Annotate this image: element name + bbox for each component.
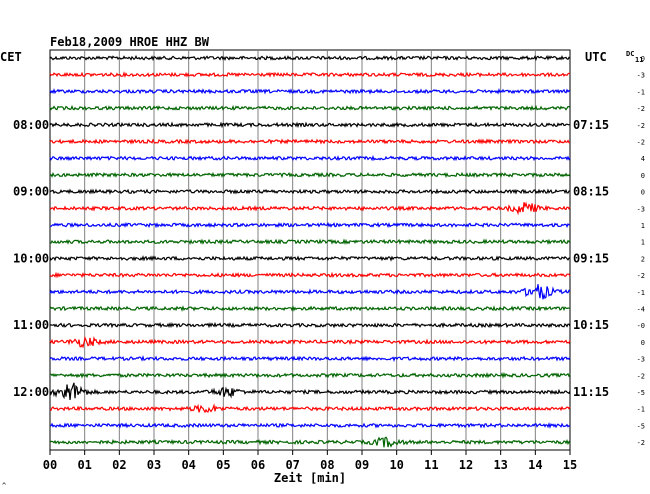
- x-tick-label: 06: [251, 458, 265, 472]
- left-hour-label: 09:00: [13, 185, 49, 199]
- x-tick-label: 09: [355, 458, 369, 472]
- dc-label: DC: [626, 50, 634, 58]
- right-hour-label: 09:15: [573, 251, 609, 265]
- trace-row-12: [49, 255, 570, 262]
- dc-offset-value: 0: [641, 172, 645, 180]
- dc-offset-value: -3: [637, 205, 645, 213]
- left-hour-label: 11:00: [13, 318, 49, 332]
- dc-top-value: 11: [635, 56, 643, 64]
- dc-offset-value: -5: [637, 389, 645, 397]
- dc-offset-value: -2: [637, 272, 645, 280]
- grid-lines: [84, 50, 536, 450]
- x-axis-label: Zeit [min]: [274, 471, 346, 485]
- dc-offset-value: -2: [637, 122, 645, 130]
- x-tick-label: 04: [181, 458, 195, 472]
- dc-offset-value: -3: [637, 72, 645, 80]
- trace-row-14: [49, 284, 571, 300]
- dc-offset-value: -2: [637, 139, 645, 147]
- trace-row-10: [50, 221, 571, 229]
- trace-row-15: [49, 305, 571, 312]
- dc-offset-value: -1: [637, 289, 645, 297]
- trace-row-6: [49, 154, 571, 162]
- plot-frame: [49, 49, 571, 451]
- right-hour-label: 07:15: [573, 118, 609, 132]
- right-hour-label: 08:15: [573, 185, 609, 199]
- dc-offset-value: 0: [641, 55, 645, 63]
- dc-offset-value: -3: [637, 356, 645, 364]
- dc-offset-value: -1: [637, 406, 645, 414]
- x-tick-label: 02: [112, 458, 126, 472]
- dc-offset-value: 1: [641, 239, 645, 247]
- trace-row-13: [49, 271, 571, 279]
- right-hour-labels: 07:15 08:15 09:15 10:15 11:15: [573, 118, 609, 399]
- dc-offset-value: -2: [637, 372, 645, 380]
- dc-offset-value: -1: [637, 88, 645, 96]
- dc-offset-value: -2: [637, 439, 645, 447]
- trace-row-3: [49, 104, 571, 112]
- trace-row-1: [49, 71, 570, 79]
- dc-offset-value: 2: [641, 255, 645, 263]
- trace-row-0: [49, 55, 571, 62]
- dc-offset-value: 0: [641, 189, 645, 197]
- left-hour-label: 12:00: [13, 385, 49, 399]
- chart-title: Feb18,2009 HROE HHZ BW: [50, 35, 210, 49]
- trace-row-17: [49, 335, 571, 349]
- x-tick-label: 15: [563, 458, 577, 472]
- x-tick-label: 13: [493, 458, 507, 472]
- right-timezone-label: UTC: [585, 50, 607, 64]
- dc-offset-value: -0: [637, 322, 645, 330]
- trace-row-7: [49, 171, 571, 179]
- trace-row-23: [49, 436, 571, 448]
- x-tick-label: 01: [77, 458, 91, 472]
- x-tick-label: 03: [147, 458, 161, 472]
- left-hour-labels: 08:00 09:00 10:00 11:00 12:00: [13, 118, 49, 399]
- x-tick-label: 00: [43, 458, 57, 472]
- x-tick-labels: 00 01 02 03 04 05 06 07 08 09 10 11 12 13 14 15: [43, 450, 577, 472]
- traces: [49, 55, 571, 448]
- dc-offset-value: 4: [641, 155, 645, 163]
- dc-offset-value: 1: [641, 222, 645, 230]
- trace-row-2: [49, 88, 571, 95]
- x-tick-label: 05: [216, 458, 230, 472]
- dc-offset-value: -4: [637, 306, 645, 314]
- trace-row-22: [49, 422, 571, 429]
- right-hour-label: 11:15: [573, 385, 609, 399]
- trace-row-4: [49, 121, 571, 129]
- dc-offset-value: 0: [641, 339, 645, 347]
- trace-row-11: [49, 238, 571, 245]
- trace-row-8: [49, 188, 571, 195]
- left-hour-label: 08:00: [13, 118, 49, 132]
- x-tick-label: 07: [285, 458, 299, 472]
- trace-row-9: [49, 201, 571, 216]
- x-tick-label: 11: [424, 458, 438, 472]
- x-tick-label: 08: [320, 458, 334, 472]
- trace-row-18: [49, 355, 571, 362]
- right-hour-label: 10:15: [573, 318, 609, 332]
- dc-offset-value: -5: [637, 422, 645, 430]
- trace-row-19: [49, 371, 571, 379]
- x-tick-label: 12: [459, 458, 473, 472]
- left-timezone-label: CET: [0, 50, 22, 64]
- trace-row-5: [49, 138, 571, 145]
- trace-row-16: [49, 321, 571, 329]
- corner-mark: ^: [2, 482, 6, 490]
- x-tick-label: 14: [528, 458, 542, 472]
- dc-offset-value: -2: [637, 105, 645, 113]
- trace-row-21: [49, 403, 571, 414]
- x-tick-label: 10: [389, 458, 403, 472]
- left-hour-label: 10:00: [13, 251, 49, 265]
- trace-row-20: [49, 382, 571, 400]
